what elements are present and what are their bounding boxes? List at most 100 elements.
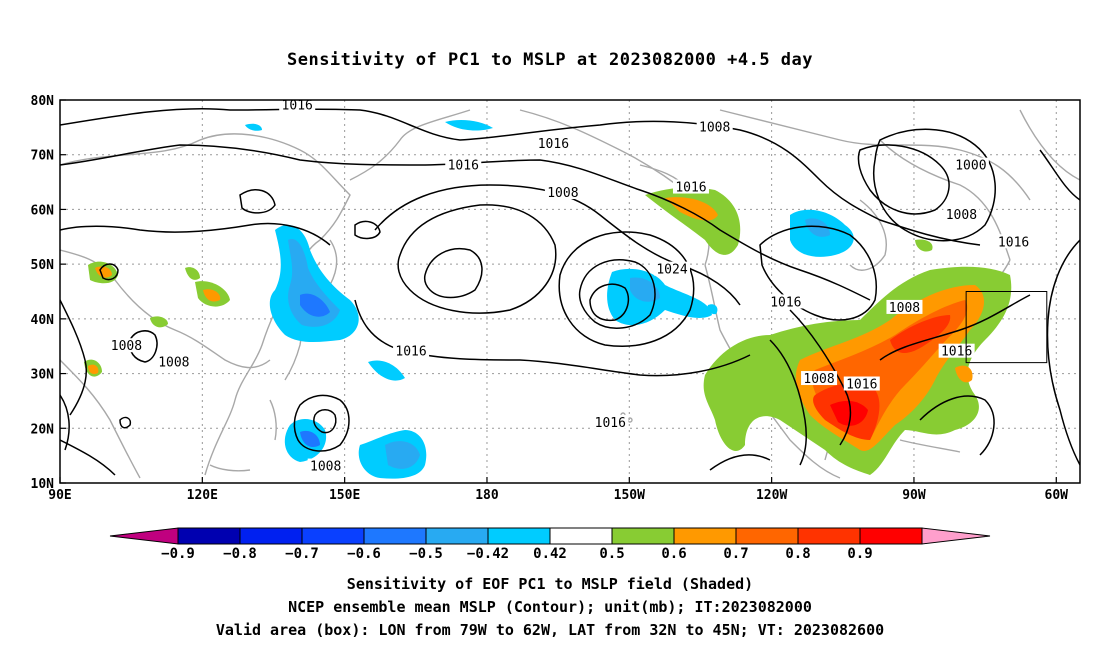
colorbar-label: 0.7 [723,546,748,562]
positive-region-atlantic-orange [955,365,973,383]
lon-tick-label: 180 [475,488,499,503]
negative-region-arctic [445,120,493,131]
positive-region-alaska [645,187,741,255]
colorbar-swatch [177,527,241,545]
lon-tick-label: 120E [187,488,218,503]
contour-label: 1000 [955,159,986,174]
contour-label-bg [393,343,430,358]
contour-label: 1016 [395,345,426,360]
plot-title: Sensitivity of PC1 to MSLP at 2023082000… [286,50,813,70]
contour-label: 1008 [889,301,920,316]
lat-tick-label: 50N [31,258,55,273]
contour-label-bg [279,100,316,112]
negative-region-wpac-core-2 [300,430,320,448]
lon-tick-label: 90E [48,488,71,503]
contour-labels: 1016 1008 1016 1016 1008 1016 1000 1008 1016 1024… [108,100,1032,475]
lon-tick-label: 150W [614,488,645,503]
map-frame [59,99,1081,484]
negative-region-wpac-3 [368,360,405,381]
negative-region-arctic-2 [245,123,262,131]
colorbar-swatch [363,527,427,545]
contour-label-bg [535,135,572,150]
lat-tick-label: 60N [31,203,55,218]
contour-label-bg [696,119,733,134]
positive-region-asia-orange-3 [88,364,99,375]
contour-label-bg [654,261,690,276]
contour-label: 1008 [111,339,142,354]
lat-tick-label: 30N [31,368,55,383]
colorbar-label: −0.8 [223,546,257,562]
colorbar-swatch [859,527,923,545]
contour-label: 1016 [538,137,569,152]
colorbar-label: −0.9 [161,546,195,562]
contour-label: 1016 [770,295,801,310]
positive-region-alaska-orange [665,197,718,221]
lat-tick-label: 40N [31,313,55,328]
contour-label: 1008 [158,356,189,371]
contour-label: 1024 [656,263,687,278]
contour-label-bg [307,458,344,473]
contour-label: 1016 [941,345,972,360]
contour-label-bg [843,376,880,391]
colorbar-label: −0.6 [347,546,381,562]
colorbar-swatch [239,527,303,545]
lat-lon-grid [60,100,1080,483]
positive-region-asia-orange-2 [203,289,221,302]
lat-tick-label: 80N [31,94,55,109]
colorbar-swatch [735,527,799,545]
positive-region-atlantic [915,239,933,252]
negative-region-canada-core [805,218,830,237]
colorbar-label: 0.5 [599,546,624,562]
lon-tick-label: 60W [1045,488,1069,503]
contour-label: 1016 [448,159,479,174]
colorbar-high-cap [921,527,991,545]
colorbar-swatch [549,527,613,545]
colorbar-label: 0.6 [661,546,686,562]
contour-label: 1008 [547,186,578,201]
lon-tick-label: 90W [902,488,926,503]
lat-tick-label: 10N [31,477,55,492]
positive-region-asia-3 [150,316,168,328]
contour-label-bg [801,371,838,386]
colorbar-swatch [797,527,861,545]
mslp-contours [60,107,1080,476]
valid-area-box [965,291,1048,364]
lat-tick-label: 20N [31,422,55,437]
contour-label-bg [592,414,629,429]
colorbar-swatch [301,527,365,545]
lon-tick-label: 120W [756,488,787,503]
caption-line-3: Valid area (box): LON from 79W to 62W, L… [215,621,885,639]
caption-line-1: Sensitivity of EOF PC1 to MSLP field (Sh… [346,575,754,593]
colorbar-label: −0.5 [409,546,443,562]
negative-region-pac-2 [707,304,718,315]
colorbar-swatch [425,527,489,545]
colorbar-low-cap [109,527,179,545]
contour-label-bg [886,299,923,314]
negative-region-wpac-core [385,441,420,469]
contour-label-bg [952,157,989,172]
colorbar-swatch [487,527,551,545]
lat-tick-label: 70N [31,149,55,164]
colorbar-label: 0.8 [785,546,810,562]
lon-tick-label: 150E [329,488,360,503]
colorbar-label: 0.42 [533,546,567,562]
positive-region-asia-4 [185,267,200,280]
contour-label-bg [943,206,980,221]
positive-region-asia-orange-1 [95,266,112,278]
contour-label-bg [108,338,145,353]
contour-label: 1008 [946,208,977,223]
contour-label-bg [155,354,192,369]
contour-label: 1016 [998,235,1029,250]
contour-label: 1016 [846,378,877,393]
negative-region-pac-core [630,277,660,302]
positive-region-na-max [830,400,868,426]
contour-label-bg [445,157,482,172]
positive-region-na-core-2 [890,315,951,354]
caption-line-2: NCEP ensemble mean MSLP (Contour); unit(… [288,598,812,616]
contour-label: 1016 [675,181,706,196]
contour-label: 1016 [595,416,626,431]
negative-region-japan-dark [300,293,330,317]
colorbar-label: −0.42 [467,546,509,562]
colorbar-swatch [673,527,737,545]
